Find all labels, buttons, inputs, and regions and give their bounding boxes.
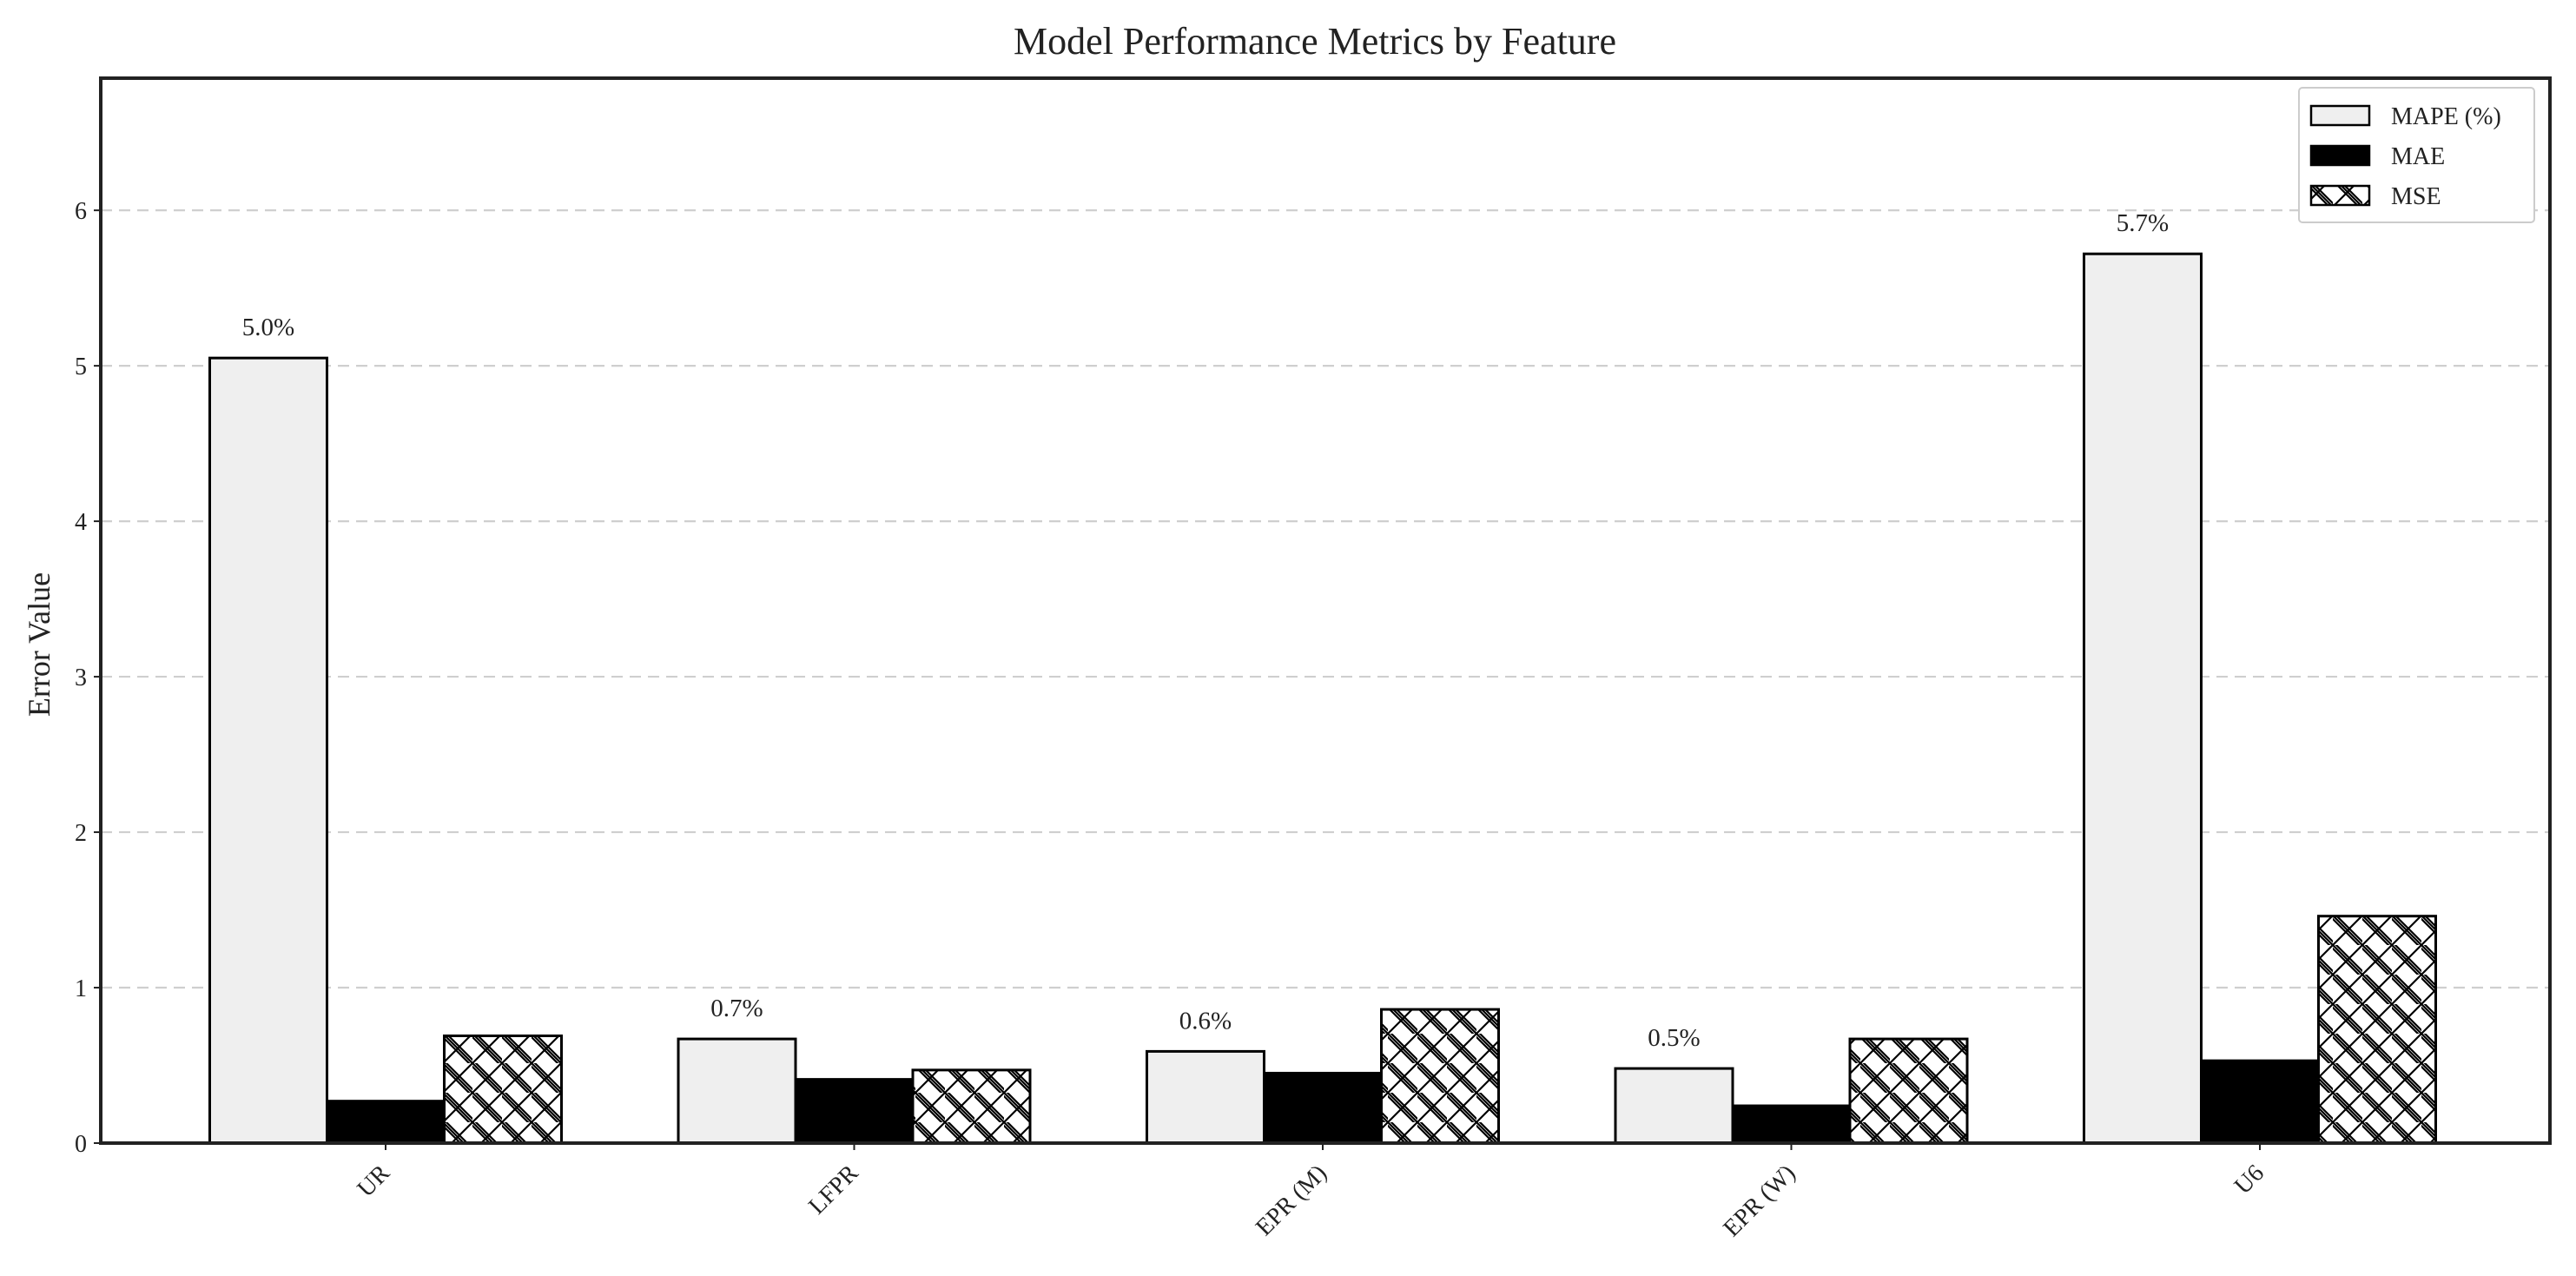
legend-entries: MAPE (%) MAE MSE [2309,103,2501,210]
data-label: 0.7% [710,995,763,1022]
bar-mape-3 [1614,1067,1734,1145]
data-label: 0.5% [1648,1024,1700,1052]
y-axis-label: Error Value [22,572,56,717]
plot-frame [99,76,2552,1145]
bar-mae-2 [1263,1071,1383,1145]
x-tick-label: EPR (W) [1718,1160,1800,1242]
y-tick-label: 0 [75,1131,87,1158]
legend-label: MAE [2391,143,2445,170]
legend-swatch [2309,184,2371,207]
y-tick-label: 6 [75,198,87,225]
grid-lines [101,209,2550,989]
bar-mae-1 [794,1078,915,1145]
data-label: 5.0% [242,314,294,341]
bar-mape-0 [208,356,328,1145]
data-label: 0.6% [1179,1007,1232,1035]
x-tick-label: UR [353,1160,396,1203]
x-tick-label: LFPR [803,1160,863,1220]
chart-title: Model Performance Metrics by Feature [1014,20,1616,63]
bar-mse-1 [911,1068,1032,1145]
bar-mae-3 [1731,1104,1852,1145]
data-labels: 5.0% 0.7% 0.6% 0.5% 5.7% [242,209,2169,1052]
bar-mse-4 [2317,915,2437,1145]
bar-mse-2 [1380,1008,1500,1145]
bar-mape-2 [1146,1049,1265,1145]
y-tick-label: 4 [75,509,87,536]
bar-mae-0 [326,1100,446,1145]
bar-mape-1 [677,1037,797,1145]
y-tick-label: 2 [75,820,87,847]
x-tick-label: U6 [2229,1160,2269,1200]
legend-swatch [2309,144,2371,167]
y-axis-ticks: 0 1 2 3 4 5 6 [75,198,101,1158]
y-tick-label: 5 [75,354,87,380]
legend-swatch [2309,104,2371,127]
y-tick-label: 1 [75,975,87,1002]
legend-label: MAPE (%) [2391,103,2501,130]
bar-mape-4 [2083,252,2203,1145]
x-axis-ticks: UR LFPR EPR (M) EPR (W) U6 [353,1143,2269,1242]
bars [208,252,2437,1145]
bar-mae-4 [2200,1059,2320,1145]
data-label: 5.7% [2117,209,2169,237]
x-tick-label: EPR (M) [1251,1160,1332,1241]
legend-label: MSE [2391,183,2441,210]
bar-mse-0 [443,1035,563,1145]
y-tick-label: 3 [75,664,87,691]
legend: MAPE (%) MAE MSE [2298,87,2535,223]
bar-mse-3 [1848,1037,1969,1145]
